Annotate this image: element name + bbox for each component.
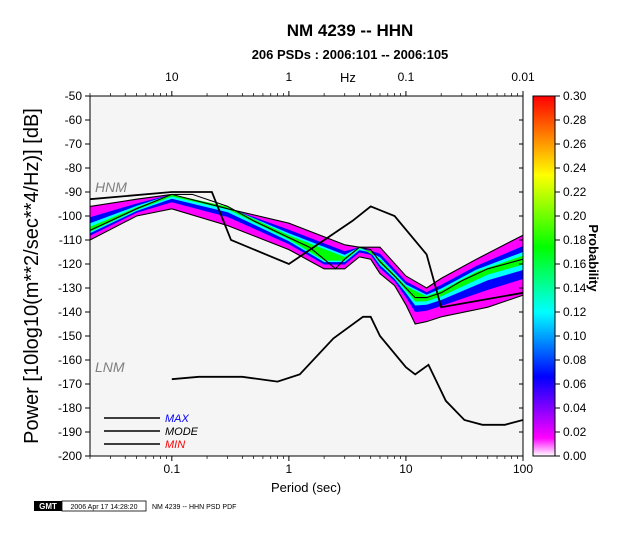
timestamp: 2006 Apr 17 14:28:20 <box>71 504 138 511</box>
colorbar <box>532 95 556 457</box>
colorbar-tick-label: 0.02 <box>563 425 587 439</box>
colorbar-tick-label: 0.06 <box>563 377 587 391</box>
y-tick-label: -130 <box>58 281 82 295</box>
x-tick-label: 100 <box>513 462 533 476</box>
x-tick-label: 10 <box>399 462 413 476</box>
colorbar-tick-label: 0.14 <box>563 281 587 295</box>
colorbar-tick-label: 0.10 <box>563 329 587 343</box>
gmt-logo-text: GMT <box>39 502 57 511</box>
colorbar-tick-label: 0.18 <box>563 233 587 247</box>
legend-max-label: MAX <box>165 413 190 425</box>
x-top-tick-label: 10 <box>165 70 179 84</box>
chart-subtitle: 206 PSDs : 2006:101 -- 2006:105 <box>252 47 449 62</box>
legend-min-label: MIN <box>165 439 185 451</box>
y-tick-label: -110 <box>59 233 82 247</box>
colorbar-ticks: 0.30 0.28 0.26 0.24 0.22 0.20 0.18 0.16 0.14 0.12… <box>555 89 587 463</box>
y-axis-label: Power [10log10(m**2/sec**4/Hz)] [dB] <box>21 108 43 444</box>
y-tick-label: -100 <box>58 209 82 223</box>
colorbar-tick-label: 0.30 <box>563 89 587 103</box>
chart-title: NM 4239 -- HHN <box>287 21 414 40</box>
timestamp-box <box>61 500 147 512</box>
hnm-line <box>90 191 523 309</box>
colorbar-tick-label: 0.26 <box>563 137 587 151</box>
plot-frame <box>89 95 524 457</box>
y-tick-label: -120 <box>58 257 82 271</box>
colorbar-tick-label: 0.16 <box>563 257 587 271</box>
x-top-axis-label: Hz <box>340 70 356 85</box>
y-tick-label: -60 <box>65 113 83 127</box>
colorbar-tick-label: 0.08 <box>563 353 587 367</box>
x-top-tick-label: 0.01 <box>511 70 535 84</box>
y-tick-label: -160 <box>58 353 82 367</box>
y-tick-label: -150 <box>58 329 82 343</box>
colorbar-label: Probability <box>586 224 601 292</box>
colorbar-tick-label: 0.20 <box>563 209 587 223</box>
x-axis: 0.1 1 10 100 <box>89 93 533 476</box>
y-tick-label: -140 <box>58 305 82 319</box>
lnm-label: LNM <box>95 359 125 375</box>
y-tick-label: -190 <box>58 425 82 439</box>
colorbar-tick-label: 0.22 <box>563 185 587 199</box>
lnm-line <box>171 315 523 426</box>
gmt-logo <box>34 501 62 511</box>
legend: MAX MODE MIN <box>104 413 199 451</box>
x-tick-label: 0.1 <box>163 462 180 476</box>
colorbar-tick-label: 0.00 <box>563 449 587 463</box>
density-blue <box>90 194 523 313</box>
colorbar-tick-label: 0.28 <box>563 113 587 127</box>
footer: GMT 2006 Apr 17 14:28:20 NM 4239 -- HHN … <box>34 500 236 512</box>
mode-line <box>90 193 523 299</box>
x-top-tick-label: 1 <box>286 70 293 84</box>
density-green <box>90 194 523 302</box>
series-lines <box>90 191 523 426</box>
y-tick-label: -80 <box>65 161 83 175</box>
footer-caption: NM 4239 -- HHN PSD PDF <box>152 504 236 511</box>
x-axis-top: 10 1 0.1 0.01 <box>165 70 535 96</box>
x-axis-label: Period (sec) <box>271 480 341 495</box>
y-tick-label: -200 <box>58 449 82 463</box>
legend-mode-label: MODE <box>165 426 199 438</box>
x-top-tick-label: 0.1 <box>398 70 415 84</box>
colorbar-tick-label: 0.04 <box>563 401 587 415</box>
x-tick-label: 1 <box>286 462 293 476</box>
y-tick-label: -180 <box>58 401 82 415</box>
colorbar-tick-label: 0.12 <box>563 305 587 319</box>
y-tick-label: -50 <box>65 89 83 103</box>
y-axis: -50 -60 -70 -80 -90 -100 -110 -120 -130 -140 -150 -… <box>58 89 523 463</box>
min-line <box>90 208 523 325</box>
y-tick-label: -70 <box>65 137 83 151</box>
colorbar-tick-label: 0.24 <box>563 161 587 175</box>
y-tick-label: -90 <box>65 185 83 199</box>
hnm-label: HNM <box>95 179 127 195</box>
y-tick-label: -170 <box>58 377 82 391</box>
probability-density-band <box>90 194 523 324</box>
